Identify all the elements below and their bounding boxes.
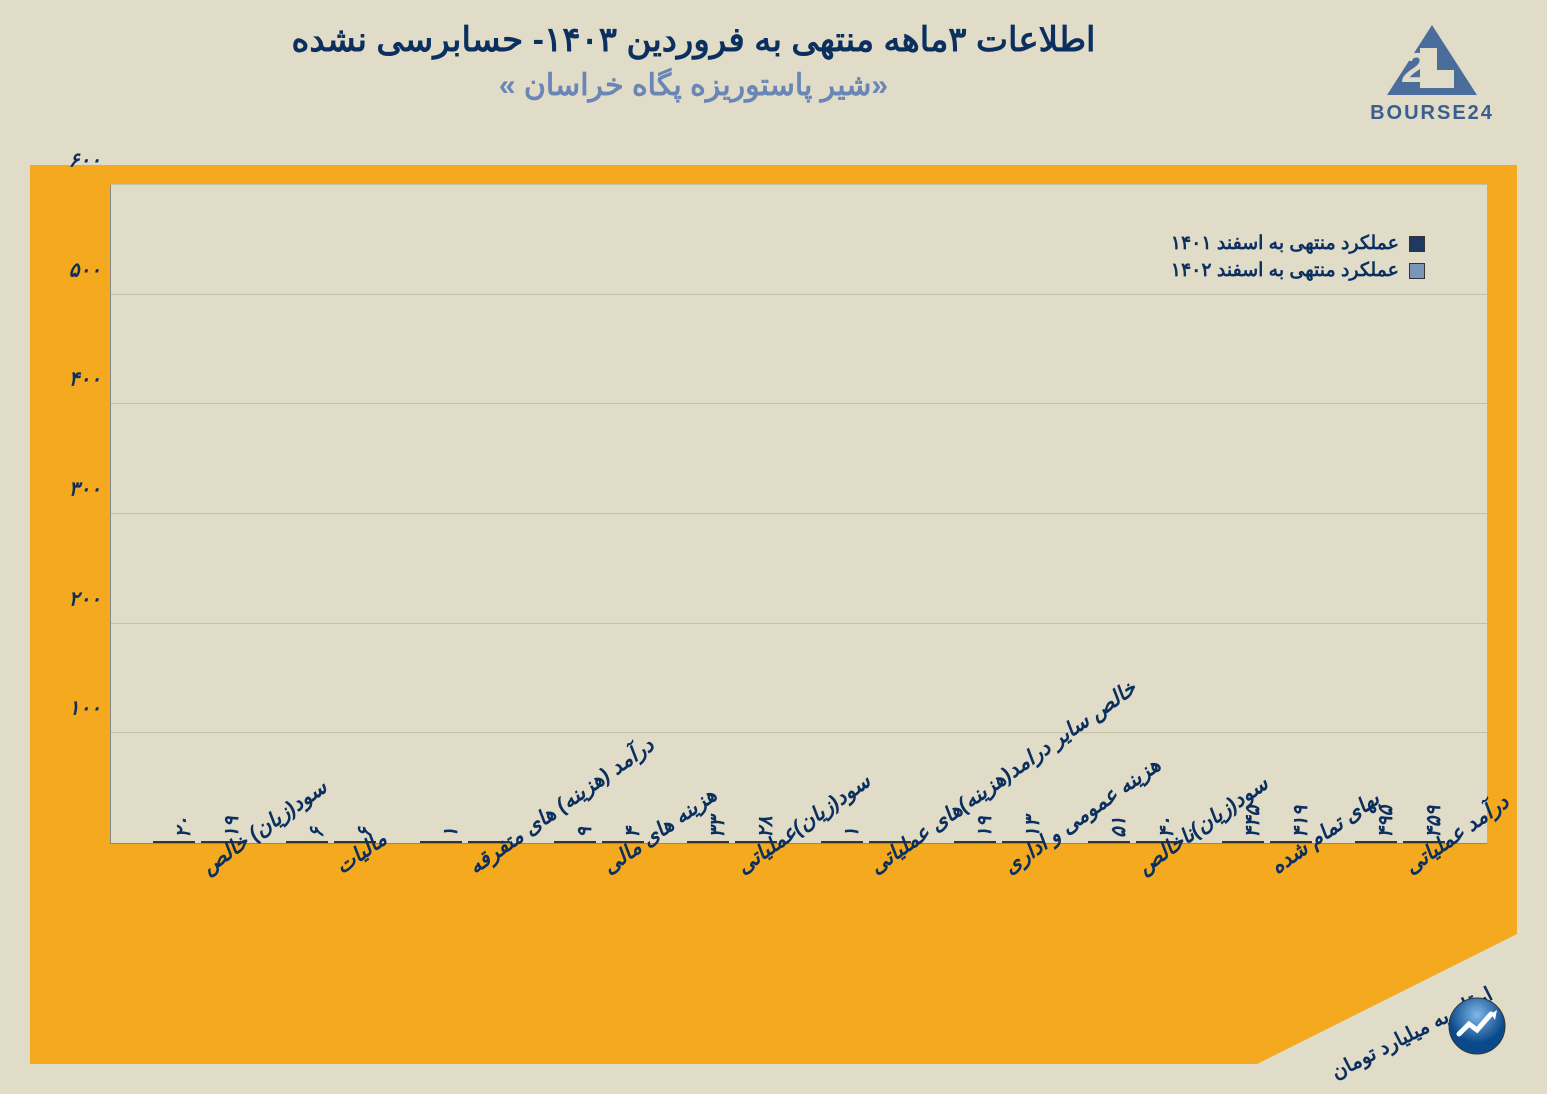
chart-subtitle: «شیر پاستوریزه پگاه خراسان » [50, 68, 1337, 103]
bar-value-label: ۹ [572, 827, 597, 838]
grid-line [111, 403, 1487, 404]
y-tick-label: ۱۰۰ [56, 696, 101, 721]
chart-title: اطلاعات ۳ماهه منتهی به فروردین ۱۴۰۳- حسا… [50, 20, 1337, 60]
x-tick-label: سود(زیان) خالص [130, 849, 264, 1054]
grid-line [111, 294, 1487, 295]
grid-line [111, 513, 1487, 514]
x-tick-label: سود(زیان)عملیاتی [665, 849, 799, 1054]
grid-line [111, 184, 1487, 185]
bar-series-2: ۱ [821, 841, 863, 843]
bar-series-2: ۹ [554, 841, 596, 843]
legend-swatch-2 [1409, 263, 1425, 279]
legend-label-2: عملکرد منتهی به اسفند ۱۴۰۲ [1171, 259, 1399, 282]
y-tick-label: ۵۰۰ [56, 257, 101, 282]
bar-value-label: ۱ [438, 827, 463, 838]
bar-series-2: ۶ [286, 841, 328, 843]
logo: 2 BOURSE24 [1367, 20, 1497, 125]
y-tick-label: ۴۰۰ [56, 367, 101, 392]
y-tick-label: ۲۰۰ [56, 586, 101, 611]
legend-item-1: عملکرد منتهی به اسفند ۱۴۰۱ [1171, 232, 1425, 255]
legend: عملکرد منتهی به اسفند ۱۴۰۱ عملکرد منتهی … [1159, 220, 1437, 294]
bar-value-label: ۳۳ [705, 817, 730, 838]
footer-badge: ارقام به میلیارد تومان [1257, 934, 1517, 1064]
bar-value-label: ۱۹ [972, 817, 997, 838]
header: 2 BOURSE24 اطلاعات ۳ماهه منتهی به فروردی… [0, 0, 1547, 135]
legend-label-1: عملکرد منتهی به اسفند ۱۴۰۱ [1171, 232, 1399, 255]
grid-line [111, 623, 1487, 624]
x-tick-label: مالیات [264, 849, 398, 1054]
y-tick-label: ۶۰۰ [56, 148, 101, 173]
bar-value-label: ۵۱ [1106, 817, 1131, 838]
grid-line [111, 732, 1487, 733]
plot-area: ۴۵۹۴۹۵۴۱۹۴۴۵۴۰۵۱۱۳۱۹۱۲۸۳۳۴۹۱۶۶۱۹۲۰ عملکر… [110, 185, 1487, 844]
logo-text: BOURSE24 [1367, 102, 1497, 125]
bar-series-2: ۱ [420, 841, 462, 843]
x-tick-label: هزینه عمومی و اداری [932, 849, 1066, 1054]
bar-series-2: ۳۳ [687, 841, 729, 843]
bar-series-2: ۲۰ [153, 841, 195, 843]
x-tick-label: هزینه های مالی [531, 849, 665, 1054]
x-tick-label: درآمد (هزینه) های متفرقه [397, 849, 531, 1054]
x-tick-label: سود(زیان)ناخالص [1066, 849, 1200, 1054]
legend-item-2: عملکرد منتهی به اسفند ۱۴۰۲ [1171, 259, 1425, 282]
bar-series-2: ۱۹ [954, 841, 996, 843]
legend-swatch-1 [1409, 236, 1425, 252]
logo-triangle-icon: 2 [1382, 20, 1482, 100]
bar-value-label: ۲۰ [171, 817, 196, 838]
bar-series-2: ۵۱ [1088, 841, 1130, 843]
bar-series-2: ۴۴۵ [1222, 841, 1264, 843]
x-tick-label: خالص سایر درامد(هزینه)های عملیاتی [798, 849, 932, 1054]
chart-frame: ۴۵۹۴۹۵۴۱۹۴۴۵۴۰۵۱۱۳۱۹۱۲۸۳۳۴۹۱۶۶۱۹۲۰ عملکر… [30, 165, 1517, 1064]
bar-value-label: ۶ [304, 827, 329, 838]
titles: اطلاعات ۳ماهه منتهی به فروردین ۱۴۰۳- حسا… [50, 20, 1337, 103]
chart-up-icon [1447, 996, 1507, 1056]
bar-value-label: ۱ [839, 827, 864, 838]
bar-series-2: ۴۹۵ [1355, 841, 1397, 843]
y-tick-label: ۳۰۰ [56, 477, 101, 502]
